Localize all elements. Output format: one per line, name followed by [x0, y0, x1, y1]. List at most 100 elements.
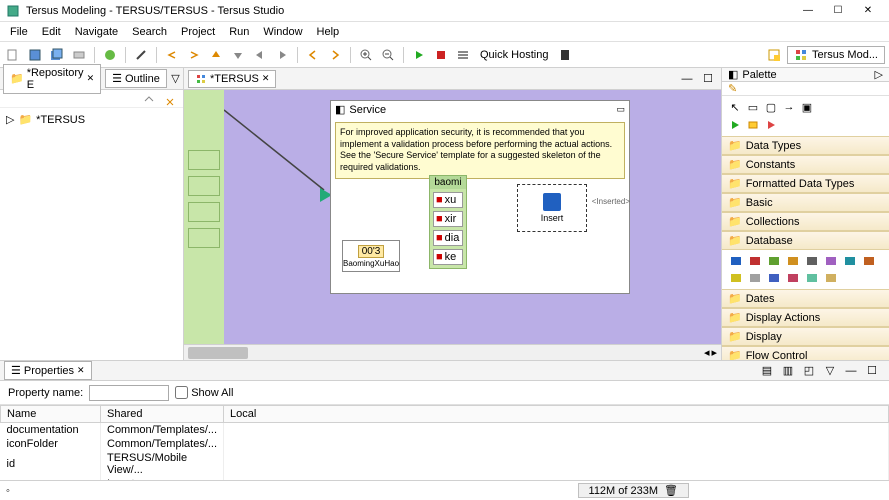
menu-search[interactable]: Search [126, 24, 173, 40]
close-icon[interactable]: ✕ [87, 73, 95, 84]
minimize-view-icon[interactable]: — [842, 362, 860, 380]
run-icon[interactable] [410, 46, 428, 64]
db-icon[interactable] [766, 271, 782, 285]
db-icon[interactable] [785, 271, 801, 285]
tree-item-root[interactable]: ▷ 📁 *TERSUS [4, 112, 179, 127]
tab-repository[interactable]: 📁 *Repository E ✕ [3, 64, 101, 94]
db-icon[interactable] [747, 254, 763, 268]
db-icon[interactable] [804, 271, 820, 285]
palette-group-collections[interactable]: 📁Collections [722, 212, 889, 231]
db-icon[interactable] [728, 254, 744, 268]
palette-collapse-icon[interactable]: ▷ [875, 68, 883, 81]
palette-group-displayactions[interactable]: 📁Display Actions [722, 308, 889, 327]
menu-project[interactable]: Project [175, 24, 221, 40]
baom-item[interactable]: ■ke [433, 249, 463, 265]
list-icon[interactable] [454, 46, 472, 64]
baom-item[interactable]: ■xu [433, 192, 463, 208]
wand-icon[interactable] [132, 46, 150, 64]
memory-indicator[interactable]: 112M of 233M 🗑 [578, 483, 689, 498]
undo-icon[interactable] [163, 46, 181, 64]
scroll-right-icon[interactable]: ▸ [711, 346, 717, 359]
note-icon[interactable]: ▢ [764, 100, 778, 114]
zoom-in-icon[interactable] [357, 46, 375, 64]
minimize-button[interactable]: — [793, 1, 823, 21]
canvas-slot[interactable] [188, 228, 220, 248]
table-row[interactable]: idTERSUS/Mobile View/... [1, 451, 889, 477]
minimize-view-icon[interactable]: — [678, 70, 696, 88]
show-all-checkbox[interactable]: Show All [175, 386, 233, 399]
palette-group-constants[interactable]: 📁Constants [722, 155, 889, 174]
stop-icon[interactable] [432, 46, 450, 64]
table-row[interactable]: documentationCommon/Templates/... [1, 423, 889, 438]
maximize-view-icon[interactable]: ☐ [699, 70, 717, 88]
perspective-switch[interactable]: Tersus Mod... [787, 46, 885, 64]
maximize-view-icon[interactable]: ☐ [863, 362, 881, 380]
db-icon[interactable] [766, 254, 782, 268]
up-icon[interactable] [207, 46, 225, 64]
db-icon[interactable] [842, 254, 858, 268]
tab-properties[interactable]: ☰ Properties ✕ [4, 361, 92, 380]
marquee-icon[interactable]: ▭ [746, 100, 760, 114]
props-icon[interactable]: ▤ [758, 362, 776, 380]
model-canvas[interactable]: ◧ Service ▭ For improved application sec… [184, 90, 721, 344]
close-icon[interactable]: ✕ [262, 73, 270, 84]
baom-item[interactable]: ■xir [433, 211, 463, 227]
palette-group-database[interactable]: 📁Database [722, 231, 889, 250]
menu-run[interactable]: Run [223, 24, 255, 40]
redo-icon[interactable] [185, 46, 203, 64]
db-icon[interactable] [823, 271, 839, 285]
ref-icon[interactable]: ▣ [800, 100, 814, 114]
view-menu-icon[interactable]: ▽ [171, 70, 180, 88]
open-perspective-icon[interactable] [765, 46, 783, 64]
palette-group-display[interactable]: 📁Display [722, 327, 889, 346]
debug-icon[interactable] [101, 46, 119, 64]
canvas-slot[interactable] [188, 202, 220, 222]
db-icon[interactable] [823, 254, 839, 268]
zoom-out-icon[interactable] [379, 46, 397, 64]
wand-icon[interactable]: ✎ [728, 82, 737, 95]
props-icon[interactable]: ▥ [779, 362, 797, 380]
expand-icon[interactable]: ▷ [6, 113, 14, 126]
new-icon[interactable] [4, 46, 22, 64]
pointer-icon[interactable]: ↖ [728, 100, 742, 114]
save-icon[interactable] [26, 46, 44, 64]
baom-item[interactable]: ■dia [433, 230, 463, 246]
service-collapse-icon[interactable]: ▭ [616, 104, 625, 115]
filter-input[interactable] [89, 385, 169, 401]
col-name[interactable]: Name [1, 406, 101, 423]
col-local[interactable]: Local [224, 406, 889, 423]
right-icon[interactable] [273, 46, 291, 64]
palette-group-dates[interactable]: 📁Dates [722, 289, 889, 308]
menu-file[interactable]: File [4, 24, 34, 40]
tab-editor[interactable]: *TERSUS ✕ [188, 70, 276, 88]
show-all-input[interactable] [175, 386, 188, 399]
db-icon[interactable] [861, 254, 877, 268]
baom-node[interactable]: baomi ■xu ■xir ■dia ■ke [429, 175, 467, 269]
tab-outline[interactable]: ☰ Outline [105, 69, 167, 88]
trash-icon[interactable]: 🗑 [664, 484, 678, 497]
play-out-icon[interactable] [764, 118, 778, 132]
scrollbar-thumb[interactable] [188, 347, 248, 359]
props-icon[interactable]: ◰ [800, 362, 818, 380]
play-icon[interactable] [728, 118, 742, 132]
table-row[interactable]: iconFolderCommon/Templates/... [1, 437, 889, 451]
close-icon[interactable]: ✕ [77, 365, 85, 376]
palette-group-datatypes[interactable]: 📁Data Types [722, 136, 889, 155]
menu-navigate[interactable]: Navigate [69, 24, 124, 40]
db-icon[interactable] [804, 254, 820, 268]
maximize-button[interactable]: ☐ [823, 1, 853, 21]
canvas-slot[interactable] [188, 150, 220, 170]
db-icon[interactable] [785, 254, 801, 268]
close-button[interactable]: ✕ [853, 1, 883, 21]
arrow-icon[interactable]: → [782, 100, 796, 114]
forward-icon[interactable] [326, 46, 344, 64]
print-icon[interactable] [70, 46, 88, 64]
back-icon[interactable] [304, 46, 322, 64]
scroll-left-icon[interactable]: ◂ [704, 346, 710, 359]
host-icon[interactable] [556, 46, 574, 64]
palette-group-basic[interactable]: 📁Basic [722, 193, 889, 212]
db-icon[interactable] [728, 271, 744, 285]
down-icon[interactable] [229, 46, 247, 64]
canvas-slot[interactable] [188, 176, 220, 196]
horizontal-scrollbar[interactable]: ◂ ▸ [184, 344, 721, 360]
